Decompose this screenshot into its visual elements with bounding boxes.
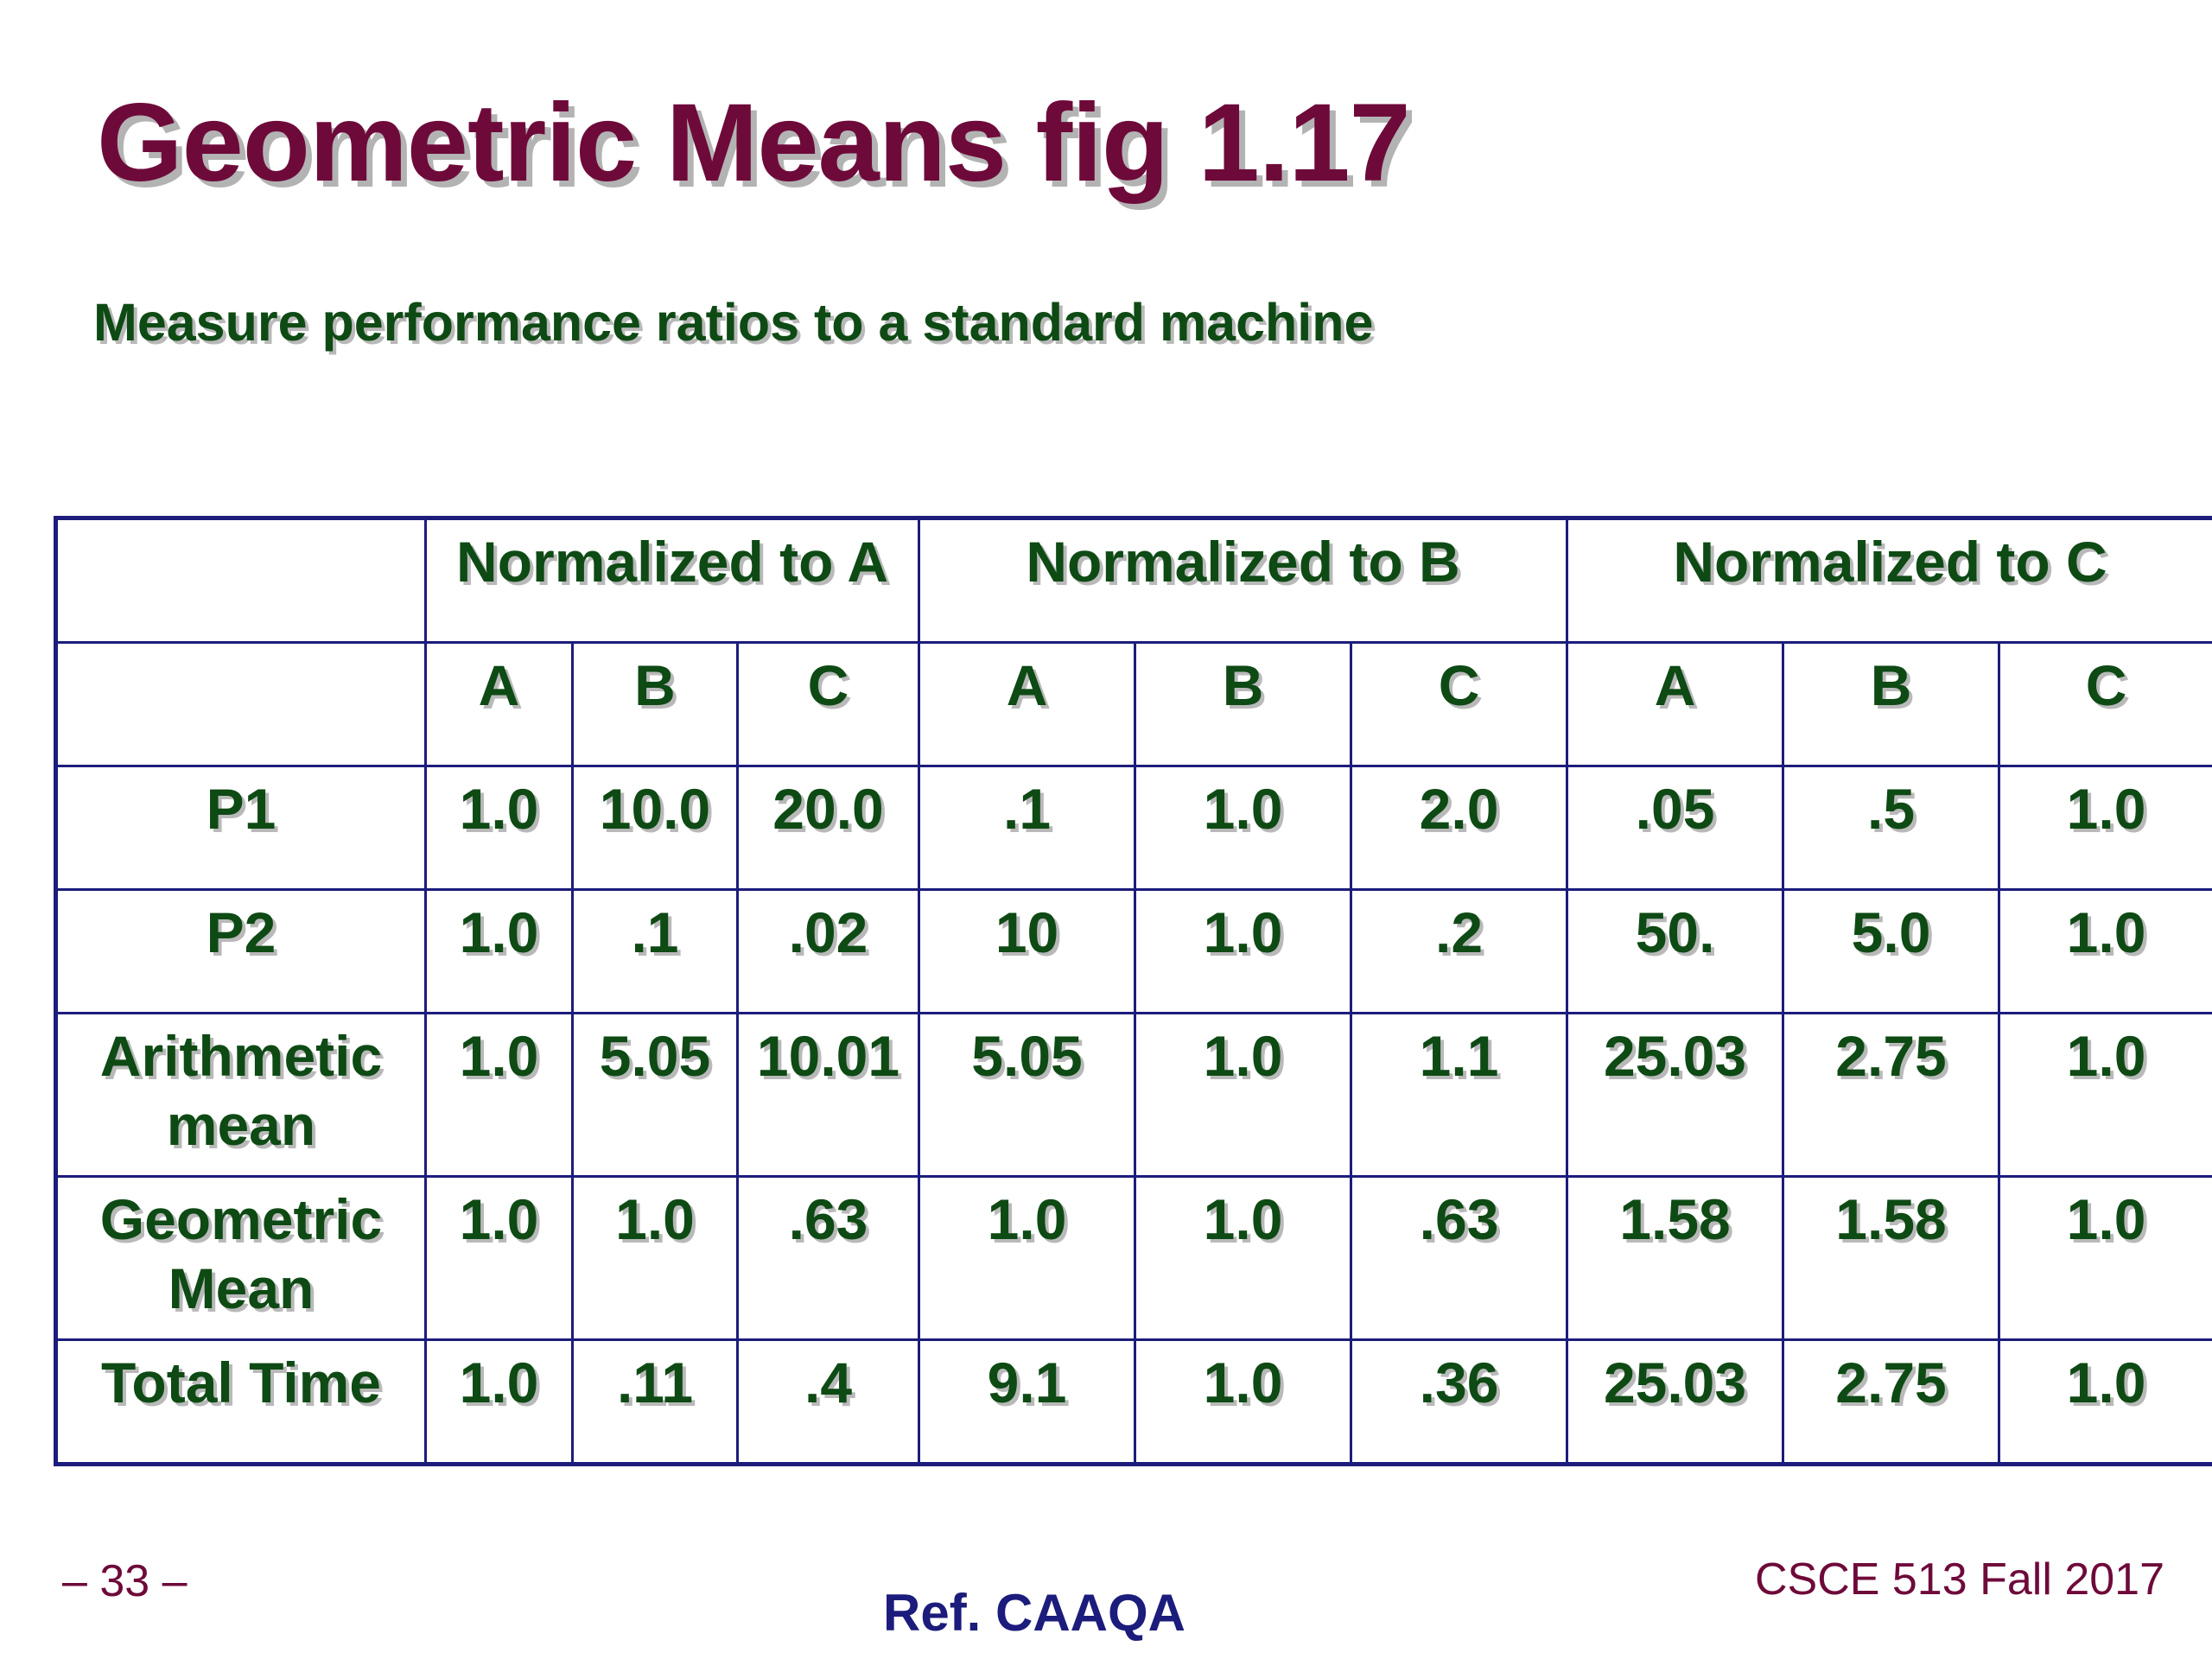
value-cell: 1.58 xyxy=(1566,1175,1785,1341)
sub-header-cell: A xyxy=(1566,641,1785,767)
value-cell: 20.0 xyxy=(735,765,921,891)
group-header-row: Normalized to A Normalized to B Normaliz… xyxy=(54,517,2212,644)
value-cell: 10.0 xyxy=(571,765,739,891)
value-cell: 10 xyxy=(918,888,1137,1014)
group-header-normalized-c: Normalized to C xyxy=(1566,517,2212,644)
reference-label: Ref. CAAQA xyxy=(883,1584,1186,1642)
value-cell: .63 xyxy=(1350,1175,1569,1341)
value-cell: .4 xyxy=(735,1338,921,1465)
sub-header-cell: C xyxy=(1998,641,2212,767)
value-cell: .02 xyxy=(735,888,921,1014)
value-cell: 1.0 xyxy=(1134,1175,1353,1341)
page-number: – 33 – xyxy=(62,1556,188,1606)
value-cell: 1.58 xyxy=(1782,1175,2001,1341)
sub-header-cell: C xyxy=(735,641,921,767)
value-cell: 1.0 xyxy=(918,1175,1137,1341)
table-row: Total Time 1.0 .11 .4 9.1 1.0 .36 25.03 … xyxy=(54,1338,2212,1465)
value-cell: 2.75 xyxy=(1782,1338,2001,1465)
sub-header-cell: B xyxy=(1782,641,2001,767)
group-header-normalized-b: Normalized to B xyxy=(918,517,1569,644)
course-label: CSCE 513 Fall 2017 xyxy=(1754,1554,2164,1605)
value-cell: 1.0 xyxy=(1134,1012,1353,1178)
value-cell: 5.0 xyxy=(1782,888,2001,1014)
value-cell: 9.1 xyxy=(918,1338,1137,1465)
value-cell: 1.0 xyxy=(571,1175,739,1341)
corner-cell xyxy=(54,641,427,767)
value-cell: .11 xyxy=(571,1338,739,1465)
sub-header-cell: B xyxy=(571,641,739,767)
value-cell: 1.0 xyxy=(424,1175,574,1341)
slide-subtitle: Measure performance ratios to a standard… xyxy=(93,293,1374,352)
value-cell: 10.01 xyxy=(735,1012,921,1178)
value-cell: 1.0 xyxy=(424,888,574,1014)
group-header-normalized-a: Normalized to A xyxy=(423,517,921,644)
row-label: Geometric Mean xyxy=(54,1175,427,1341)
table-row: Geometric Mean 1.0 1.0 .63 1.0 1.0 .63 1… xyxy=(54,1175,2212,1341)
value-cell: 1.0 xyxy=(424,765,574,891)
value-cell: 25.03 xyxy=(1566,1338,1785,1465)
value-cell: .36 xyxy=(1350,1338,1569,1465)
sub-header-cell: C xyxy=(1350,641,1569,767)
row-label: Total Time xyxy=(54,1338,427,1465)
value-cell: 1.0 xyxy=(1998,888,2212,1014)
value-cell: 1.0 xyxy=(424,1338,574,1465)
value-cell: .1 xyxy=(571,888,739,1014)
value-cell: 50. xyxy=(1566,888,1785,1014)
value-cell: .63 xyxy=(735,1175,921,1341)
table-row: P1 1.0 10.0 20.0 .1 1.0 2.0 .05 .5 1.0 xyxy=(54,765,2212,891)
row-label: Arithmetic mean xyxy=(54,1012,427,1178)
value-cell: 1.0 xyxy=(1998,1175,2212,1341)
value-cell: .2 xyxy=(1350,888,1569,1014)
value-cell: 1.0 xyxy=(1134,765,1353,891)
value-cell: .5 xyxy=(1782,765,2001,891)
sub-header-cell: A xyxy=(424,641,574,767)
slide-title: Geometric Means fig 1.17 xyxy=(97,81,1411,205)
value-cell: 2.75 xyxy=(1782,1012,2001,1178)
value-cell: 1.1 xyxy=(1350,1012,1569,1178)
row-label: P1 xyxy=(54,765,427,891)
table-row: Arithmetic mean 1.0 5.05 10.01 5.05 1.0 … xyxy=(54,1012,2212,1178)
row-label: P2 xyxy=(54,888,427,1014)
value-cell: 2.0 xyxy=(1350,765,1569,891)
value-cell: 1.0 xyxy=(1134,1338,1353,1465)
corner-cell xyxy=(54,517,427,644)
value-cell: 1.0 xyxy=(424,1012,574,1178)
value-cell: 1.0 xyxy=(1998,765,2212,891)
value-cell: 1.0 xyxy=(1134,888,1353,1014)
value-cell: .1 xyxy=(918,765,1137,891)
value-cell: 1.0 xyxy=(1998,1012,2212,1178)
sub-header-cell: A xyxy=(918,641,1137,767)
value-cell: 5.05 xyxy=(571,1012,739,1178)
value-cell: .05 xyxy=(1566,765,1785,891)
value-cell: 5.05 xyxy=(918,1012,1137,1178)
performance-ratio-table: Normalized to A Normalized to B Normaliz… xyxy=(54,516,2212,1466)
sub-header-row: A B C A B C A B C xyxy=(54,641,2212,767)
table-row: P2 1.0 .1 .02 10 1.0 .2 50. 5.0 1.0 xyxy=(54,888,2212,1014)
sub-header-cell: B xyxy=(1134,641,1353,767)
value-cell: 25.03 xyxy=(1566,1012,1785,1178)
value-cell: 1.0 xyxy=(1998,1338,2212,1465)
